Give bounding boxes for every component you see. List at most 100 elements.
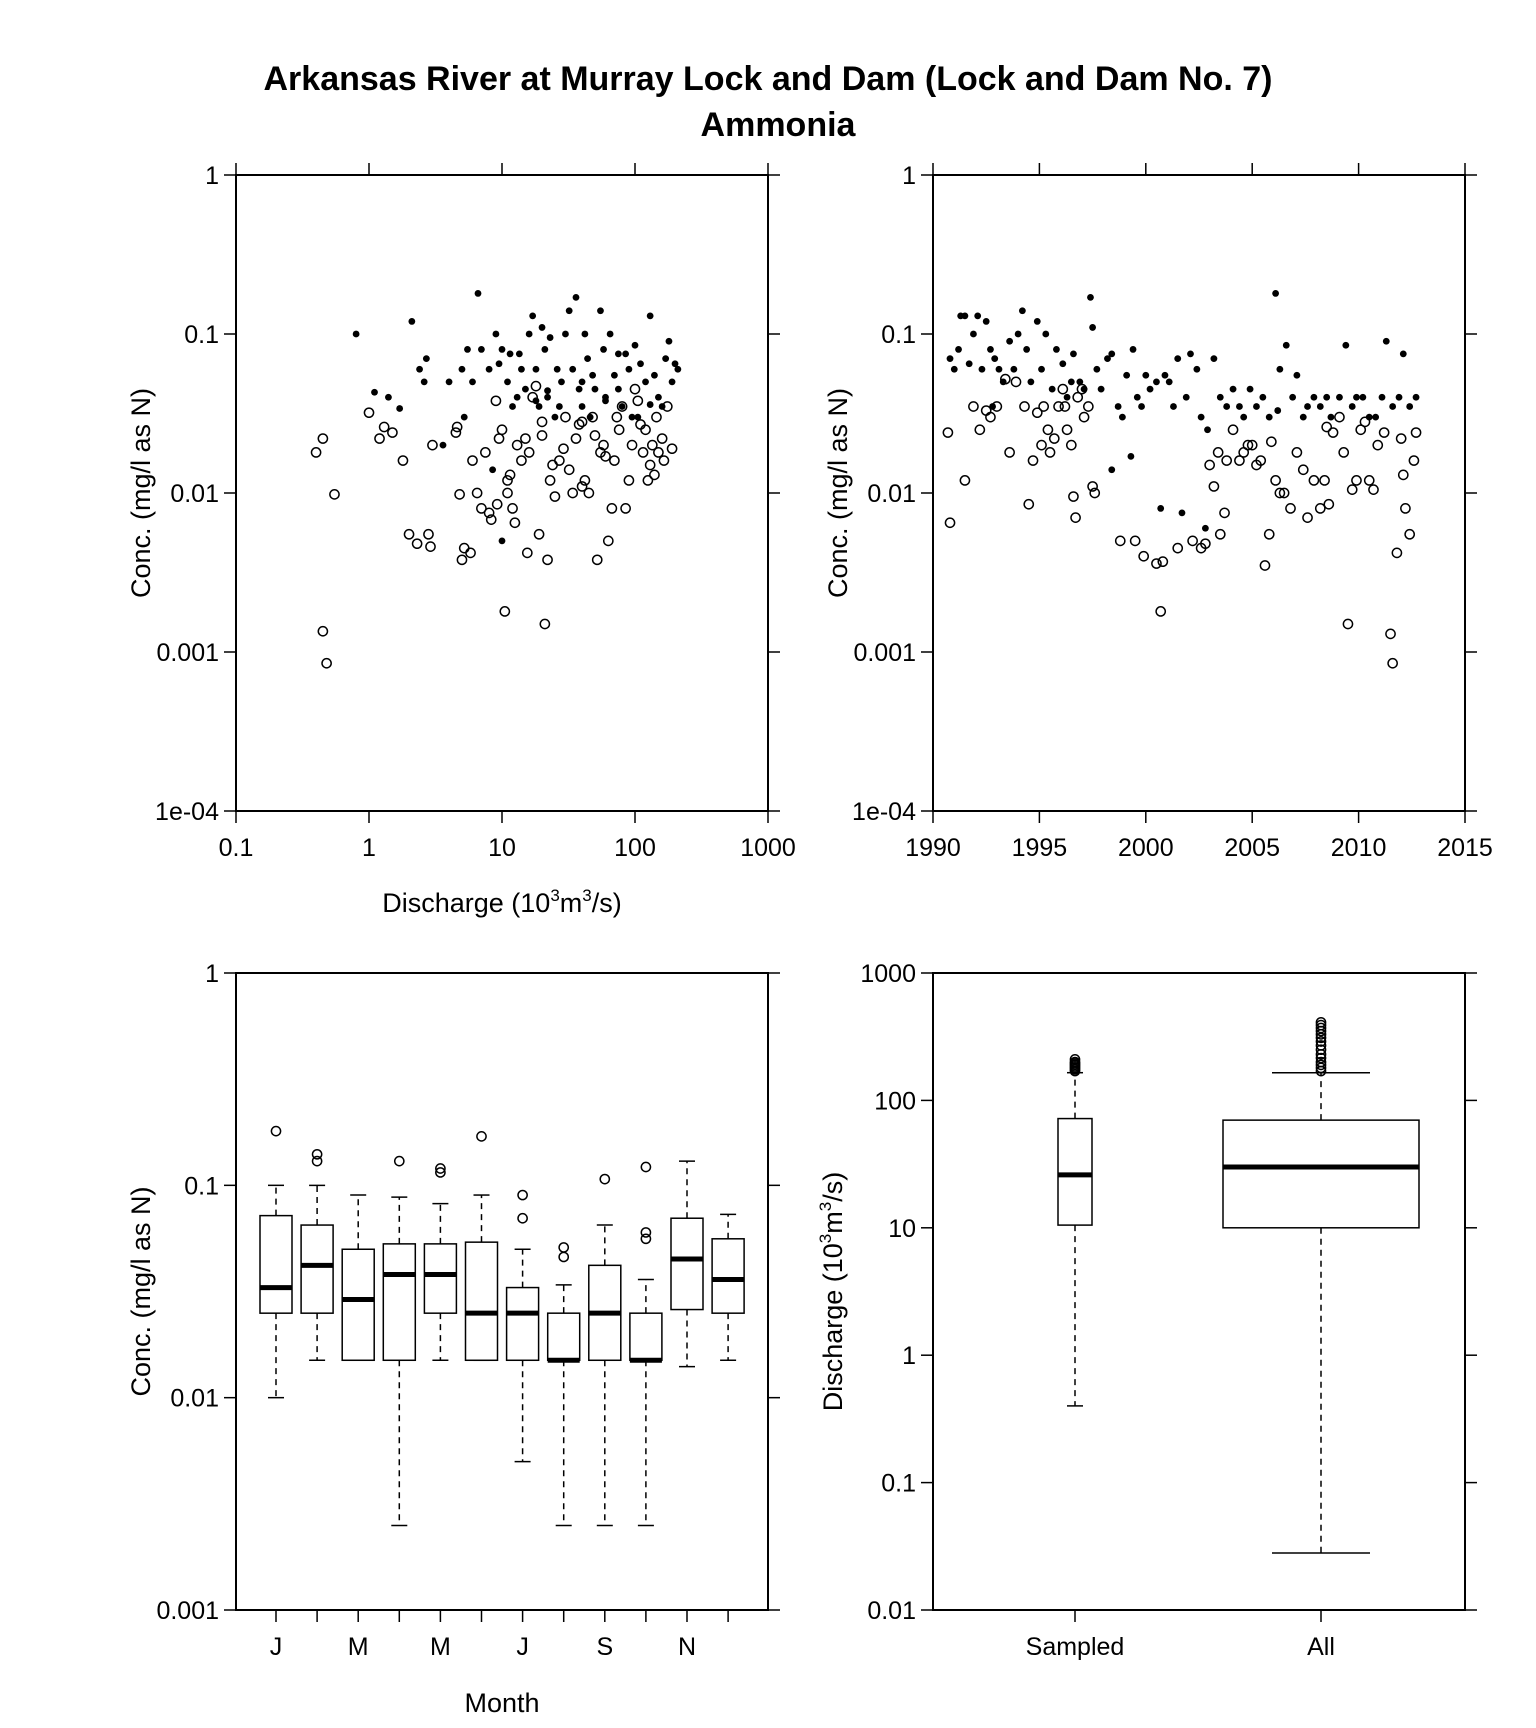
x-tick-label: 2010 — [1331, 834, 1387, 862]
data-point-open — [980, 405, 992, 416]
outlier-point — [558, 1251, 570, 1263]
data-point-open — [1068, 491, 1079, 502]
data-point-filled — [1023, 346, 1031, 353]
data-point-filled — [1038, 365, 1045, 373]
data-point-open — [527, 391, 538, 403]
box — [1057, 1117, 1093, 1226]
data-point-filled — [562, 330, 569, 338]
y-tick-label: 0.1 — [881, 321, 916, 349]
data-point-filled — [1316, 403, 1324, 410]
data-point-open — [1338, 447, 1350, 458]
data-point-open — [1129, 535, 1141, 547]
data-point-filled — [622, 350, 630, 358]
outlier-point — [1315, 1036, 1327, 1047]
data-point-open — [1078, 411, 1090, 423]
data-point-open — [611, 411, 623, 423]
data-point-open — [632, 395, 644, 407]
data-point-open — [1155, 606, 1167, 617]
data-point-filled — [1053, 346, 1060, 353]
data-point-filled — [1127, 452, 1135, 460]
data-point-filled — [1289, 393, 1297, 401]
data-point-open — [458, 542, 470, 554]
data-point-open — [1065, 439, 1077, 451]
data-point-open — [1363, 475, 1375, 486]
data-point-open — [642, 475, 654, 486]
data-point-filled — [1170, 403, 1177, 410]
x-axis-label: Discharge (103m3/s) — [382, 886, 622, 918]
data-point-filled — [474, 290, 482, 297]
conc-by-month-panel: J M M J S N 0.001 0.01 0.1 1 Conc. (mg/l as N) Mont… — [126, 960, 780, 1718]
data-point-filled — [1187, 350, 1194, 358]
y-tick-label: 0.1 — [184, 1172, 219, 1200]
data-point-filled — [458, 365, 466, 373]
data-point-open — [944, 517, 956, 529]
data-point-open — [1259, 560, 1271, 571]
box — [546, 1312, 581, 1362]
data-point-filled — [1174, 355, 1182, 363]
data-point-filled — [525, 330, 533, 338]
data-point-filled — [1142, 371, 1150, 379]
data-point-filled — [1018, 307, 1026, 315]
data-point-filled — [662, 355, 670, 363]
data-point-filled — [422, 355, 430, 363]
data-point-open — [1114, 535, 1126, 547]
axis-label-part: 3 — [582, 886, 591, 905]
data-point-filled — [581, 330, 589, 338]
data-point-filled — [1299, 413, 1307, 421]
data-point-open — [539, 618, 551, 630]
outlier-point — [435, 1163, 446, 1174]
data-point-open — [411, 538, 423, 550]
data-point-filled — [955, 346, 962, 353]
data-point-filled — [1104, 355, 1111, 363]
data-point-open — [1019, 401, 1030, 412]
data-point-open — [616, 401, 628, 412]
data-point-open — [587, 411, 598, 423]
data-point-open — [1151, 558, 1162, 569]
data-point-open — [576, 416, 588, 428]
data-point-open — [1010, 376, 1022, 388]
data-point-open — [1172, 542, 1184, 554]
data-point-filled — [506, 350, 514, 358]
data-point-open — [476, 503, 487, 514]
data-point-open — [583, 487, 595, 499]
data-point-open — [509, 517, 521, 529]
data-point-open — [1410, 427, 1422, 438]
data-point-filled — [1293, 371, 1301, 379]
x-tick-label: J — [516, 1633, 529, 1661]
data-point-filled — [477, 346, 485, 353]
data-point-open — [658, 455, 670, 466]
plot-frame — [932, 972, 1466, 1611]
data-point-open — [1266, 436, 1277, 448]
data-point-filled — [485, 365, 493, 373]
data-point-open — [1044, 447, 1056, 458]
data-point-open — [1221, 455, 1233, 466]
data-point-filled — [1210, 355, 1218, 363]
data-point-open — [1270, 475, 1281, 486]
box — [341, 1248, 375, 1362]
box — [423, 1243, 458, 1314]
data-point-open — [536, 430, 548, 441]
data-point-open — [465, 547, 476, 559]
data-point-filled — [546, 334, 554, 341]
outlier-point — [435, 1167, 446, 1178]
data-point-filled — [1395, 393, 1403, 401]
data-point-filled — [1076, 378, 1084, 386]
data-point-filled — [584, 355, 591, 363]
box — [1222, 1119, 1420, 1229]
data-point-filled — [1372, 413, 1380, 421]
outlier-point — [517, 1189, 528, 1201]
data-point-filled — [565, 307, 573, 315]
x-tick-label: 2005 — [1224, 834, 1280, 862]
data-point-filled — [1204, 426, 1211, 434]
data-point-filled — [634, 413, 642, 421]
data-point-open — [637, 447, 649, 458]
data-point-filled — [352, 330, 360, 338]
data-point-filled — [602, 397, 609, 405]
data-point-filled — [614, 385, 622, 393]
data-point-filled — [492, 330, 500, 338]
y-tick-label: 0.1 — [881, 1470, 916, 1498]
data-point-open — [591, 554, 603, 566]
box — [505, 1286, 540, 1362]
data-point-open — [1042, 424, 1054, 436]
